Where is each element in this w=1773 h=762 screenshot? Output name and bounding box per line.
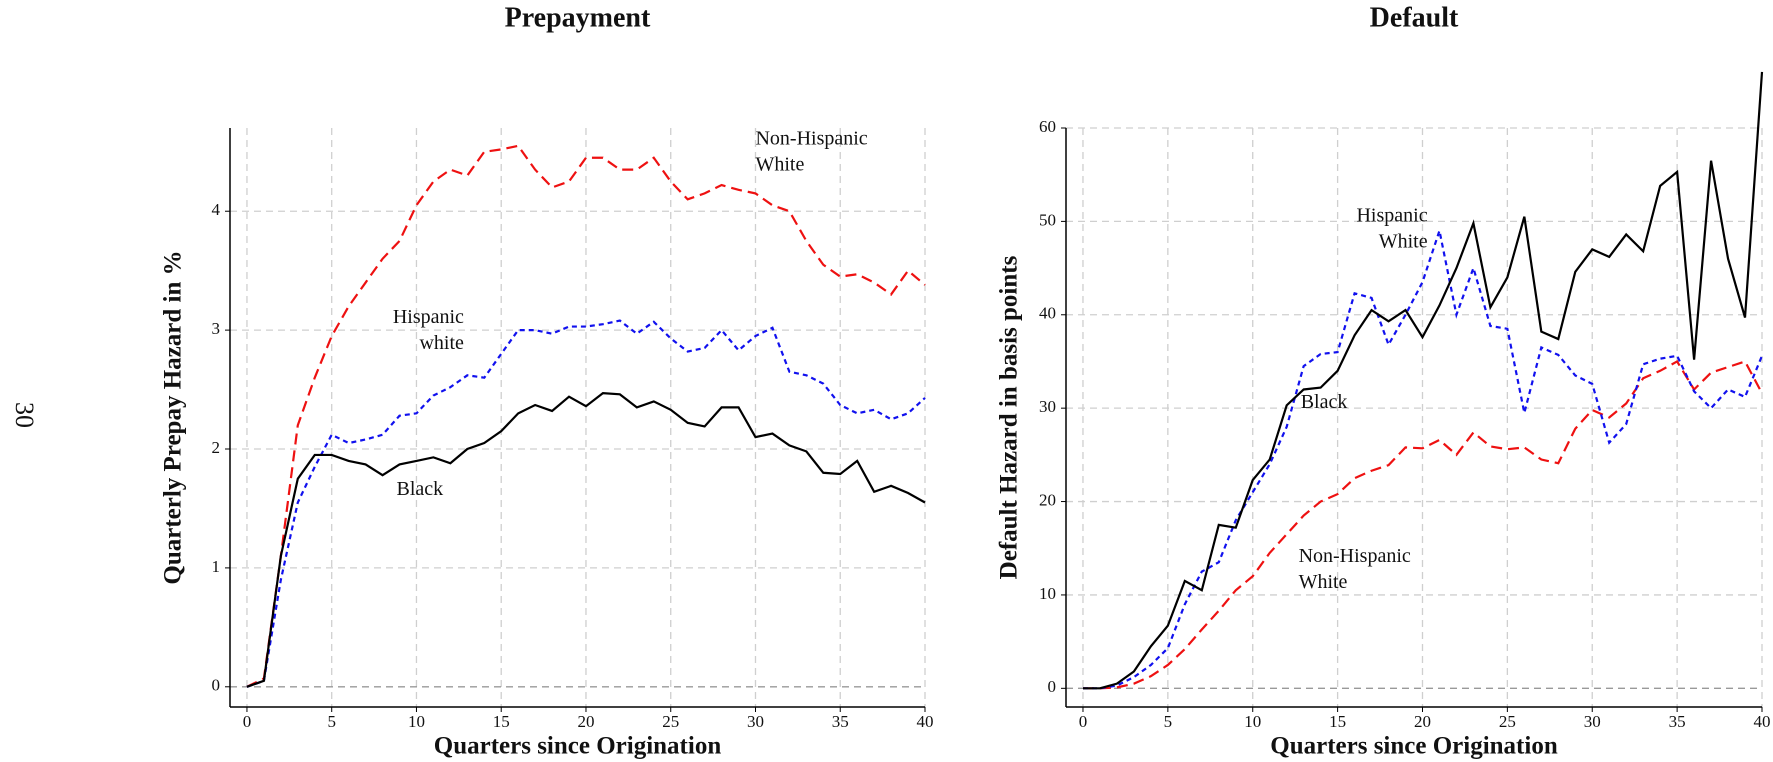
x-tick-label: 10	[408, 712, 425, 731]
x-tick-label: 35	[1669, 712, 1686, 731]
series-line	[1082, 71, 1764, 690]
y-tick-label: 20	[1039, 490, 1056, 509]
y-tick-label: 2	[212, 438, 221, 457]
series-annotation: Black	[1301, 391, 1348, 413]
series-line	[246, 392, 926, 688]
x-tick-label: 30	[747, 712, 764, 731]
x-tick-label: 40	[1754, 712, 1771, 731]
series-annotation: Non-Hispanic	[755, 127, 867, 149]
x-axis-label: Quarters since Origination	[1270, 733, 1558, 760]
series-line	[1082, 359, 1763, 690]
x-tick-label: 30	[1584, 712, 1601, 731]
y-tick-label: 0	[1048, 677, 1057, 696]
y-axis-label: Quarterly Prepay Hazard in %	[160, 250, 187, 584]
page-number: 30	[10, 402, 39, 428]
y-tick-label: 10	[1039, 584, 1056, 603]
series-annotation: White	[755, 153, 804, 175]
x-tick-label: 20	[577, 712, 594, 731]
series-annotation: Black	[397, 478, 444, 500]
chart-title: Prepayment	[505, 2, 651, 33]
y-tick-label: 1	[212, 557, 221, 576]
x-tick-label: 10	[1244, 712, 1261, 731]
x-tick-label: 15	[493, 712, 510, 731]
y-tick-label: 30	[1039, 397, 1056, 416]
x-tick-label: 25	[662, 712, 679, 731]
x-tick-label: 0	[243, 712, 252, 731]
series-annotation: White	[1379, 230, 1428, 252]
x-tick-label: 0	[1079, 712, 1088, 731]
x-tick-label: 5	[1164, 712, 1173, 731]
chart-title: Default	[1370, 2, 1459, 33]
x-tick-label: 35	[832, 712, 849, 731]
series-line	[246, 319, 926, 688]
series-annotation: white	[419, 332, 464, 354]
series-line	[246, 144, 926, 688]
x-tick-label: 40	[917, 712, 934, 731]
series-annotation: White	[1299, 571, 1348, 593]
y-tick-label: 60	[1039, 117, 1056, 136]
x-tick-label: 20	[1414, 712, 1431, 731]
x-tick-label: 5	[327, 712, 336, 731]
x-tick-label: 25	[1499, 712, 1516, 731]
x-tick-label: 15	[1329, 712, 1346, 731]
x-axis-label: Quarters since Origination	[434, 733, 722, 760]
y-tick-label: 40	[1039, 304, 1056, 323]
y-tick-label: 4	[212, 200, 221, 219]
y-axis-label: Default Hazard in basis points	[996, 255, 1023, 579]
y-tick-label: 3	[212, 319, 221, 338]
y-tick-label: 50	[1039, 210, 1056, 229]
series-annotation: Non-Hispanic	[1299, 545, 1411, 567]
series-annotation: Hispanic	[393, 306, 464, 328]
y-tick-label: 0	[212, 676, 221, 695]
series-annotation: Hispanic	[1356, 204, 1427, 226]
